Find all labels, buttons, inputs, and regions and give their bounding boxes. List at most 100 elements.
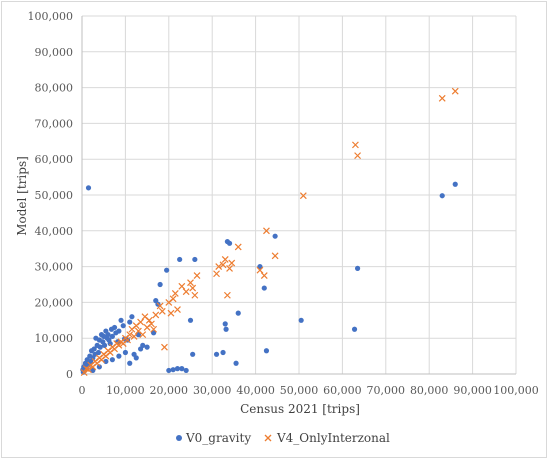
data-point bbox=[113, 330, 119, 336]
x-tick-label: 40,000 bbox=[236, 384, 275, 397]
data-point bbox=[257, 264, 263, 270]
data-point bbox=[85, 185, 92, 191]
data-point bbox=[179, 366, 185, 372]
x-tick-label: 0 bbox=[79, 384, 86, 397]
data-point bbox=[174, 366, 181, 372]
data-point bbox=[191, 291, 199, 299]
data-point bbox=[122, 349, 128, 356]
data-point bbox=[82, 365, 90, 373]
data-point bbox=[219, 261, 227, 269]
y-tick-label: 20,000 bbox=[35, 296, 74, 309]
data-point bbox=[88, 348, 95, 354]
data-point bbox=[221, 256, 229, 263]
data-point bbox=[150, 325, 158, 333]
data-point bbox=[93, 335, 99, 341]
data-point bbox=[215, 263, 223, 271]
data-point bbox=[134, 327, 142, 335]
data-point bbox=[272, 233, 278, 239]
data-point bbox=[189, 284, 197, 292]
data-point bbox=[220, 349, 226, 356]
data-point bbox=[166, 367, 172, 374]
data-point bbox=[120, 323, 126, 329]
data-point bbox=[187, 279, 194, 287]
data-point bbox=[157, 281, 163, 288]
data-point bbox=[130, 332, 138, 340]
data-point bbox=[161, 343, 168, 351]
data-point bbox=[233, 360, 239, 366]
data-point bbox=[87, 353, 93, 359]
data-point bbox=[187, 317, 194, 323]
data-point bbox=[127, 360, 133, 366]
data-point bbox=[261, 285, 267, 291]
data-point bbox=[183, 367, 189, 374]
y-tick-label: 10,000 bbox=[35, 332, 74, 345]
data-point bbox=[158, 307, 166, 315]
data-point bbox=[156, 302, 164, 310]
data-point bbox=[226, 264, 233, 272]
data-point bbox=[109, 357, 115, 363]
data-point bbox=[299, 192, 307, 200]
data-point bbox=[98, 332, 105, 338]
y-tick-label: 30,000 bbox=[35, 261, 74, 274]
data-point bbox=[129, 314, 135, 320]
data-point bbox=[103, 328, 109, 334]
data-point bbox=[223, 326, 229, 332]
data-point bbox=[193, 272, 201, 279]
data-points bbox=[80, 87, 459, 376]
data-point bbox=[222, 321, 228, 327]
x-tick-label: 50,000 bbox=[280, 384, 319, 397]
x-tick-label: 70,000 bbox=[367, 384, 406, 397]
x-tick-label: 20,000 bbox=[150, 384, 189, 397]
data-point bbox=[298, 317, 304, 323]
y-tick-labels: 0 10,000 20,000 30,000 40,000 50,000 60,000 70,… bbox=[28, 10, 74, 381]
data-point bbox=[151, 330, 157, 336]
data-point bbox=[96, 364, 102, 370]
y-axis-title: Model [trips] bbox=[15, 156, 29, 236]
data-point bbox=[438, 94, 446, 102]
data-point bbox=[271, 252, 279, 260]
data-point bbox=[213, 270, 220, 278]
data-point bbox=[223, 291, 231, 299]
data-point bbox=[167, 309, 175, 317]
data-point bbox=[228, 259, 236, 267]
y-tick-label: 100,000 bbox=[28, 10, 74, 23]
data-point bbox=[153, 298, 159, 304]
x-axis-title: Census 2021 [trips] bbox=[240, 402, 360, 416]
data-point bbox=[164, 267, 170, 273]
legend-marker-v4 bbox=[264, 434, 272, 442]
y-tick-label: 60,000 bbox=[35, 153, 74, 166]
legend-label-v0: V0_gravity bbox=[185, 431, 251, 445]
data-point bbox=[141, 313, 149, 321]
data-point bbox=[439, 193, 445, 199]
data-point bbox=[235, 310, 241, 316]
data-point bbox=[263, 227, 270, 235]
series-1 bbox=[80, 87, 459, 376]
x-tick-label: 30,000 bbox=[193, 384, 232, 397]
data-point bbox=[192, 256, 198, 263]
x-tick-label: 60,000 bbox=[323, 384, 362, 397]
data-point bbox=[108, 326, 115, 332]
y-tick-label: 0 bbox=[66, 368, 73, 381]
data-point bbox=[213, 351, 220, 357]
data-point bbox=[171, 290, 179, 297]
y-tick-label: 50,000 bbox=[35, 189, 74, 202]
data-point bbox=[354, 265, 361, 271]
data-point bbox=[135, 332, 142, 338]
x-tick-label: 100,000 bbox=[493, 384, 539, 397]
y-tick-label: 40,000 bbox=[35, 225, 74, 238]
axes bbox=[81, 16, 516, 375]
data-point bbox=[144, 344, 150, 350]
series-0 bbox=[80, 181, 458, 375]
data-point bbox=[263, 348, 270, 354]
data-point bbox=[143, 324, 151, 331]
data-point bbox=[133, 355, 139, 361]
data-point bbox=[152, 311, 160, 319]
data-point bbox=[256, 266, 264, 274]
data-point bbox=[351, 326, 358, 332]
data-point bbox=[174, 306, 181, 313]
data-point bbox=[452, 181, 458, 187]
data-point bbox=[234, 243, 242, 251]
data-point bbox=[116, 353, 122, 359]
